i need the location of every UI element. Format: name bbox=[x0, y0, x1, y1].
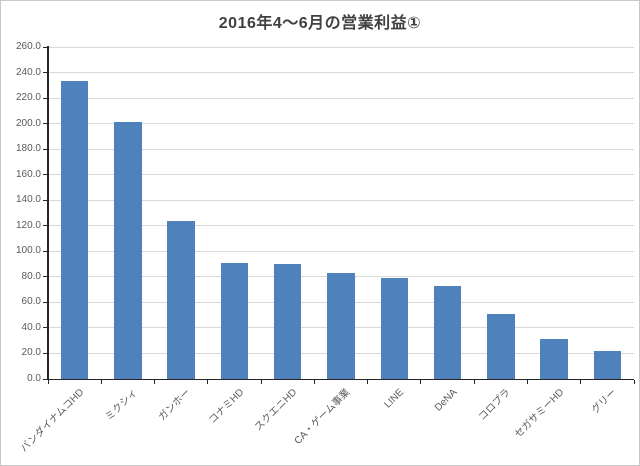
y-gridline bbox=[48, 199, 634, 201]
y-axis-tick-label: 140.0 bbox=[15, 194, 41, 206]
y-gridline bbox=[48, 72, 634, 74]
y-axis-tick-label: 60.0 bbox=[21, 296, 41, 308]
x-axis-tick bbox=[100, 380, 102, 384]
x-category-label: ガンホー bbox=[156, 387, 193, 424]
y-axis-tick-label: 220.0 bbox=[15, 92, 41, 104]
y-axis-tick bbox=[43, 72, 48, 74]
x-axis-tick bbox=[313, 380, 315, 384]
y-axis-tick bbox=[43, 123, 48, 125]
y-gridline bbox=[48, 123, 634, 125]
x-axis-tick bbox=[154, 380, 156, 384]
y-gridline bbox=[48, 250, 634, 252]
y-axis-tick-label: 100.0 bbox=[15, 245, 41, 257]
bar-10 bbox=[593, 350, 622, 379]
y-axis-tick-label: 240.0 bbox=[15, 66, 41, 78]
x-axis-tick bbox=[633, 380, 635, 384]
bar-1 bbox=[114, 122, 142, 379]
y-axis-tick bbox=[43, 225, 48, 227]
y-axis-tick-label: 200.0 bbox=[15, 117, 41, 129]
x-axis-tick bbox=[207, 380, 209, 384]
x-category-label: CA・ゲーム事業 bbox=[292, 387, 353, 447]
y-axis-tick bbox=[43, 378, 48, 380]
y-gridline bbox=[48, 46, 634, 48]
x-axis-tick bbox=[260, 380, 262, 384]
y-axis-tick-label: 180.0 bbox=[15, 143, 41, 155]
y-axis-tick-label: 40.0 bbox=[21, 321, 41, 333]
x-category-label: DeNA bbox=[432, 387, 460, 414]
bar-3 bbox=[220, 262, 249, 379]
bar-2 bbox=[167, 220, 195, 379]
y-axis-tick bbox=[43, 327, 48, 329]
x-category-label: スクエニHD bbox=[253, 387, 300, 434]
x-category-label: バンダイナムコHD bbox=[18, 387, 87, 455]
y-gridline bbox=[48, 148, 634, 150]
y-axis-tick bbox=[43, 301, 48, 303]
x-category-label: セガサミーHD bbox=[512, 387, 566, 441]
x-axis-tick bbox=[580, 380, 582, 384]
x-category-label: LINE bbox=[382, 387, 407, 411]
x-category-label: コナミHD bbox=[207, 387, 247, 427]
y-axis-tick bbox=[43, 148, 48, 150]
y-gridline bbox=[48, 97, 634, 99]
y-gridline bbox=[48, 174, 634, 176]
y-axis-tick bbox=[43, 250, 48, 252]
y-axis-tick-label: 120.0 bbox=[15, 219, 41, 231]
x-category-label: ミクシィ bbox=[103, 387, 140, 424]
y-axis-tick-label: 0.0 bbox=[27, 373, 41, 384]
y-axis-tick bbox=[43, 97, 48, 99]
bar-9 bbox=[540, 339, 568, 379]
y-axis-tick bbox=[43, 174, 48, 176]
bar-7 bbox=[433, 285, 462, 379]
x-axis-tick bbox=[526, 380, 528, 384]
chart-title: 2016年4～6月の営業利益① bbox=[218, 15, 422, 32]
y-axis-tick-label: 160.0 bbox=[15, 168, 41, 180]
bar-8 bbox=[487, 313, 515, 379]
x-axis-tick bbox=[473, 380, 475, 384]
bar-4 bbox=[273, 264, 302, 379]
x-category-label: コロプラ bbox=[476, 387, 513, 424]
y-axis-tick-label: 20.0 bbox=[21, 347, 41, 359]
y-gridline bbox=[48, 225, 634, 227]
x-category-label: グリー bbox=[590, 387, 620, 416]
y-axis-line bbox=[47, 46, 49, 380]
bar-0 bbox=[60, 81, 89, 379]
y-axis-tick bbox=[43, 352, 48, 354]
y-axis-tick bbox=[43, 276, 48, 278]
y-axis-tick-label: 80.0 bbox=[21, 270, 41, 282]
y-axis-tick bbox=[43, 199, 48, 201]
bar-6 bbox=[380, 278, 409, 379]
x-axis-tick bbox=[420, 380, 422, 384]
y-axis-tick-label: 260.0 bbox=[15, 41, 41, 52]
x-axis-tick bbox=[47, 380, 49, 384]
bar-5 bbox=[327, 273, 355, 379]
x-axis-tick bbox=[367, 380, 369, 384]
x-axis-line bbox=[47, 378, 634, 380]
y-axis-tick bbox=[43, 46, 48, 48]
